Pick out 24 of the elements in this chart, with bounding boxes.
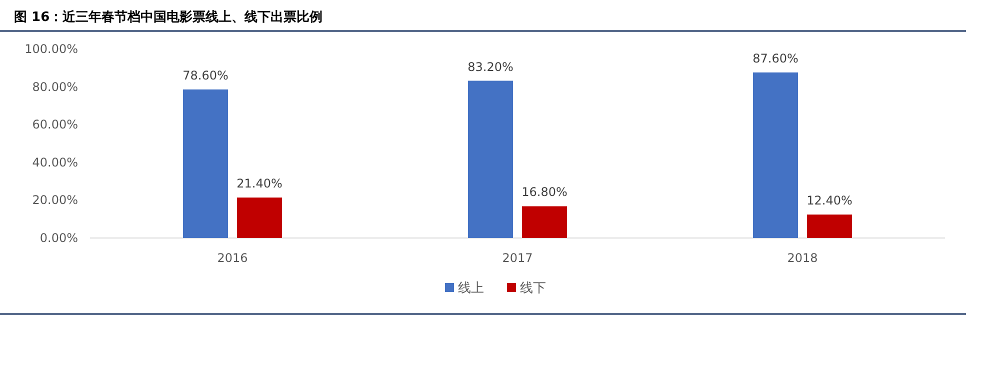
legend-label: 线上	[458, 281, 484, 296]
bar	[807, 214, 852, 238]
bar	[468, 80, 513, 238]
data-label: 21.40%	[236, 176, 282, 191]
data-label: 12.40%	[806, 194, 852, 208]
bar	[522, 206, 567, 238]
data-label: 16.80%	[522, 185, 568, 200]
x-tick-label: 2018	[787, 251, 818, 265]
x-tick-label: 2017	[502, 251, 533, 265]
y-tick-label: 60.00%	[32, 118, 78, 132]
y-tick-label: 100.00%	[24, 42, 78, 56]
data-label: 78.60%	[182, 68, 228, 82]
y-tick-label: 0.00%	[40, 231, 78, 245]
y-tick-label: 40.00%	[32, 155, 78, 170]
y-tick-label: 80.00%	[32, 80, 78, 94]
chart-title: 图 16：近三年春节档中国电影票线上、线下出票比例	[14, 9, 323, 25]
y-tick-label: 20.00%	[32, 193, 78, 208]
data-label: 87.60%	[752, 51, 798, 66]
bar	[183, 89, 228, 238]
x-tick-label: 2016	[217, 251, 248, 265]
legend-label: 线下	[520, 281, 546, 296]
bar	[753, 72, 798, 238]
bar	[237, 198, 282, 238]
data-label: 83.20%	[468, 60, 514, 74]
